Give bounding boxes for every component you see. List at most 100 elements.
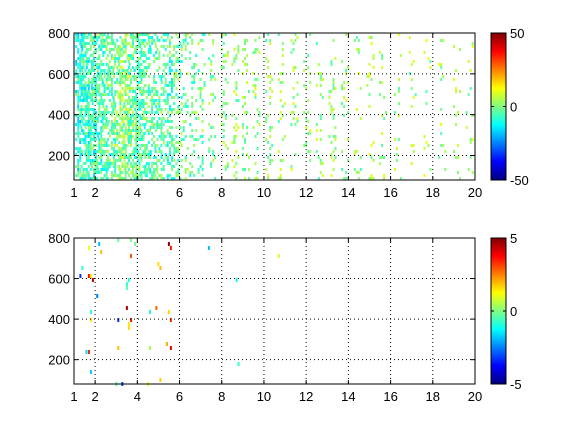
- heatmap-cell: [103, 138, 106, 141]
- heatmap-cell: [307, 54, 310, 57]
- heatmap-cell: [254, 84, 257, 87]
- heatmap-cell: [102, 123, 105, 126]
- heatmap-cell: [106, 87, 109, 90]
- heatmap-cell: [328, 90, 331, 93]
- heatmap-cell: [281, 63, 284, 66]
- heatmap-cell: [95, 171, 97, 174]
- y-tick-label: 600: [48, 67, 70, 82]
- heatmap-cell: [126, 84, 129, 87]
- heatmap-cell: [135, 162, 138, 165]
- heatmap-cell: [167, 120, 169, 123]
- heatmap-cell: [100, 96, 103, 99]
- heatmap-cell: [222, 111, 225, 114]
- heatmap-cell: [469, 138, 472, 141]
- heatmap-cell: [100, 150, 103, 153]
- x-tick-label: 2: [91, 185, 98, 200]
- heatmap-cell: [100, 126, 103, 129]
- heatmap-cell: [167, 111, 169, 114]
- heatmap-cell: [317, 177, 320, 180]
- heatmap-cell: [155, 45, 158, 48]
- heatmap-cell: [85, 63, 88, 66]
- heatmap-cell: [353, 153, 356, 156]
- heatmap-cell: [201, 99, 204, 102]
- heatmap-cell: [93, 75, 95, 78]
- heatmap-cell: [332, 168, 335, 171]
- heatmap-cell: [175, 93, 178, 96]
- heatmap-cell: [453, 78, 455, 81]
- heatmap-cell: [144, 111, 147, 114]
- heatmap-cell: [175, 75, 178, 78]
- heatmap-cell: [96, 159, 99, 162]
- heatmap-cell: [143, 66, 146, 69]
- heatmap-cell: [147, 120, 150, 123]
- heatmap-cell: [124, 171, 127, 174]
- heatmap-cell: [277, 78, 280, 81]
- heatmap-cell: [133, 153, 136, 156]
- heatmap-cell: [330, 105, 333, 108]
- heatmap-cell: [103, 72, 106, 75]
- heatmap-cell: [128, 60, 130, 63]
- heatmap-cell: [156, 57, 159, 60]
- heatmap-cell: [193, 144, 196, 147]
- heatmap-cell: [330, 90, 333, 93]
- heatmap-cell: [153, 117, 156, 120]
- heatmap-cell: [98, 105, 101, 108]
- heatmap-cell: [87, 108, 90, 111]
- heatmap-cell: [397, 114, 400, 117]
- heatmap-cell: [151, 36, 154, 39]
- heatmap-cell: [130, 254, 133, 258]
- heatmap-cell: [75, 36, 78, 39]
- heatmap-cell: [114, 93, 117, 96]
- heatmap-cell: [110, 42, 113, 45]
- heatmap-cell: [122, 141, 125, 144]
- heatmap-cell: [86, 93, 89, 96]
- heatmap-cell: [149, 150, 152, 153]
- heatmap-cell: [80, 126, 83, 129]
- heatmap-cell: [121, 156, 124, 159]
- heatmap-cell: [121, 93, 124, 96]
- heatmap-cell: [126, 99, 129, 102]
- heatmap-cell: [334, 138, 337, 141]
- heatmap-cell: [169, 162, 171, 165]
- heatmap-cell: [93, 66, 95, 69]
- heatmap-cell: [177, 171, 180, 174]
- heatmap-cell: [79, 39, 82, 42]
- heatmap-cell: [191, 102, 194, 105]
- heatmap-cell: [108, 78, 111, 81]
- heatmap-cell: [80, 78, 83, 81]
- heatmap-cell: [110, 126, 113, 129]
- heatmap-cell: [154, 33, 157, 36]
- heatmap-cell: [208, 57, 211, 60]
- heatmap-cell: [160, 144, 163, 147]
- heatmap-cell: [143, 168, 146, 171]
- heatmap-cell: [167, 99, 169, 102]
- heatmap-cell: [175, 171, 178, 174]
- heatmap-column-28: [265, 33, 274, 180]
- heatmap-cell: [144, 174, 147, 177]
- heatmap-cell: [156, 102, 159, 105]
- heatmap-cell: [319, 117, 322, 120]
- heatmap-cell: [160, 117, 163, 120]
- heatmap-cell: [210, 135, 213, 138]
- heatmap-cell: [132, 150, 134, 153]
- heatmap-cell: [132, 45, 134, 48]
- heatmap-cell: [242, 153, 244, 156]
- heatmap-cell: [160, 108, 163, 111]
- heatmap-cell: [96, 132, 99, 135]
- heatmap-cell: [130, 129, 132, 132]
- heatmap-cell: [164, 66, 167, 69]
- heatmap-cell: [91, 132, 93, 135]
- heatmap-cell: [246, 63, 248, 66]
- heatmap-cell: [292, 87, 295, 90]
- heatmap-cell: [155, 51, 158, 54]
- heatmap-cell: [135, 150, 138, 153]
- heatmap-cell: [100, 120, 103, 123]
- heatmap-cell: [179, 126, 182, 129]
- heatmap-cell: [171, 108, 173, 111]
- heatmap-cell: [429, 168, 432, 171]
- heatmap-cell: [87, 246, 90, 250]
- heatmap-cell: [224, 102, 227, 105]
- heatmap-cell: [271, 90, 274, 93]
- heatmap-cell: [189, 114, 192, 117]
- heatmap-cell: [212, 54, 215, 57]
